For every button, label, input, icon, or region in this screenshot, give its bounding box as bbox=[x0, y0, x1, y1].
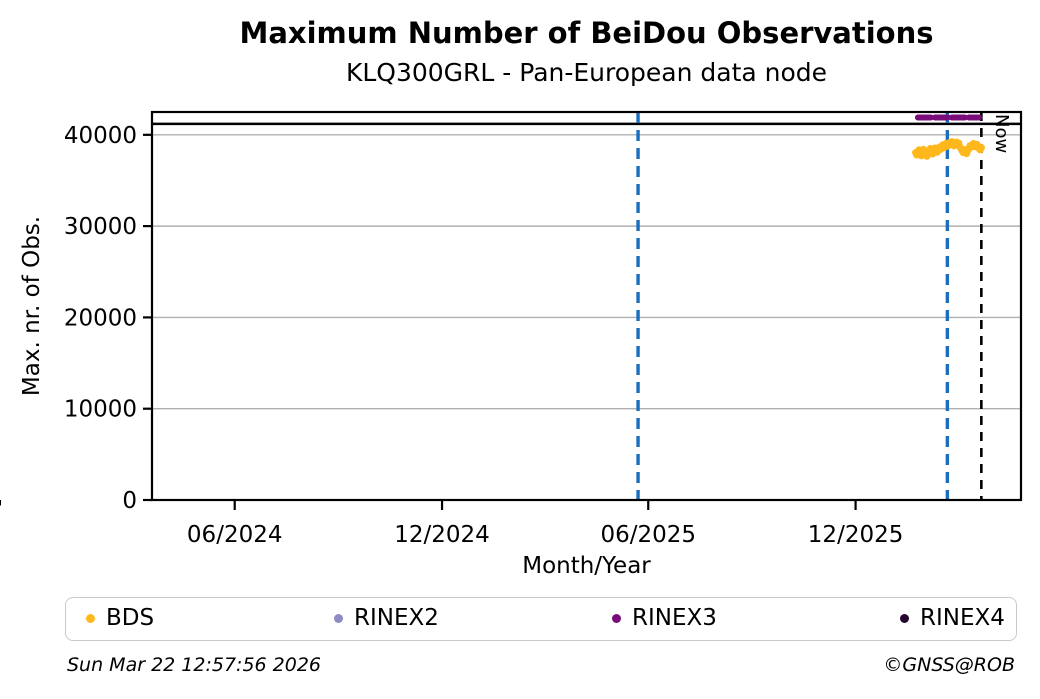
legend-marker-rinex3 bbox=[612, 614, 621, 623]
series-bds-point bbox=[977, 144, 985, 152]
x-tick-label: 06/2024 bbox=[187, 522, 283, 548]
legend-item-rinex3: RINEX3 bbox=[612, 598, 717, 639]
legend-label: RINEX3 bbox=[632, 605, 717, 631]
legend-label: BDS bbox=[106, 605, 155, 631]
legend-item-rinex4: RINEX4 bbox=[900, 598, 1005, 639]
timestamp-text: Sun Mar 22 12:57:56 2026 bbox=[67, 654, 322, 676]
x-tick-label: 06/2025 bbox=[600, 522, 696, 548]
copyright-text: ©GNSS@ROB bbox=[883, 654, 1015, 676]
chart-title: Maximum Number of BeiDou Observations bbox=[239, 16, 934, 50]
legend-item-bds: BDS bbox=[86, 598, 154, 639]
y-tick-label: 30000 bbox=[64, 214, 137, 240]
legend-marker-rinex2 bbox=[334, 614, 343, 623]
now-line-label: Now bbox=[991, 114, 1012, 154]
y-tick-label: 0 bbox=[122, 488, 137, 514]
x-tick-label: 12/2024 bbox=[394, 522, 490, 548]
legend-label: RINEX4 bbox=[920, 605, 1005, 631]
y-tick-label: 10000 bbox=[64, 397, 137, 423]
chart-subtitle: KLQ300GRL - Pan-European data node bbox=[345, 58, 828, 87]
x-axis-label: Month/Year bbox=[522, 553, 651, 579]
legend-marker-bds bbox=[86, 614, 95, 623]
x-tick-label: 12/2025 bbox=[808, 522, 904, 548]
y-tick-label: 20000 bbox=[64, 305, 137, 331]
axes-border bbox=[150, 110, 1023, 502]
legend-box: BDS RINEX2 RINEX3 RINEX4 bbox=[65, 597, 1017, 641]
legend-item-rinex2: RINEX2 bbox=[334, 598, 439, 639]
legend-marker-rinex4 bbox=[900, 614, 909, 623]
legend-label: RINEX2 bbox=[354, 605, 439, 631]
y-tick-label: 40000 bbox=[64, 123, 137, 149]
